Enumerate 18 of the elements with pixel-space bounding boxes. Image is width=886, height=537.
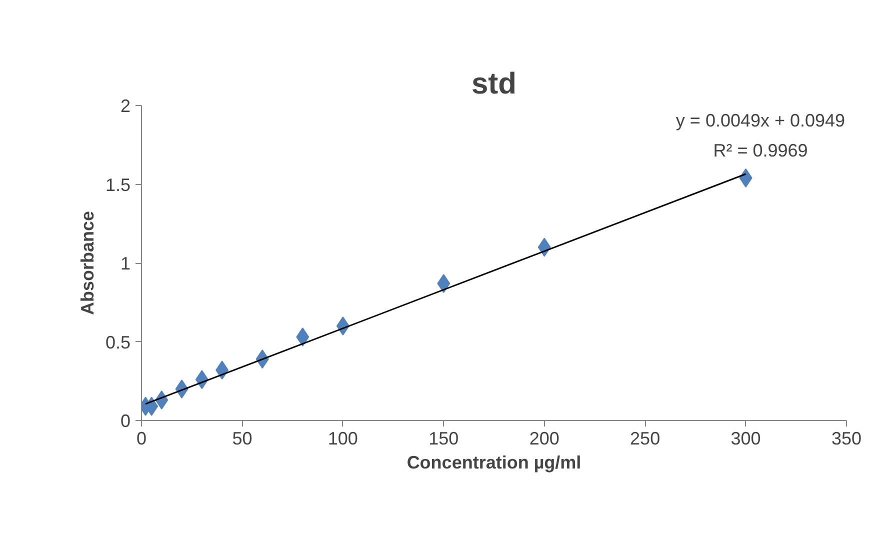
x-tick-label: 150 [428,428,459,448]
y-tick-label: 0 [120,411,131,431]
x-tick-label: 250 [630,428,660,448]
chart-title: std [472,68,516,100]
y-tick-label: 1.5 [105,174,131,195]
x-tick-label: 300 [730,428,761,448]
x-axis-title: Concentration µg/ml [406,452,582,472]
annotation: y = 0.0049x + 0.0949 [676,110,846,130]
x-tick-label: 0 [136,428,147,448]
y-tick-label: 1 [120,254,131,274]
x-tick-label: 50 [232,428,252,448]
x-tick-label: 350 [831,428,862,448]
y-axis-title: Absorbance [77,210,98,316]
annotation: R² = 0.9969 [713,140,808,160]
x-tick-label: 200 [529,428,560,448]
y-tick-label: 2 [120,96,131,116]
y-tick-label: 0.5 [105,332,131,352]
x-tick-label: 100 [328,428,358,448]
